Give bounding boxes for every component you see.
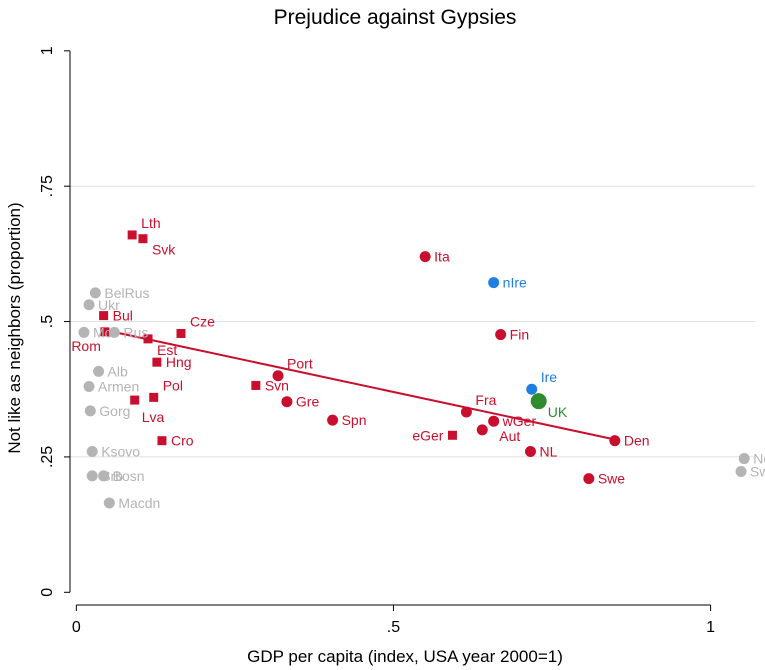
point-spn (327, 414, 339, 426)
label-cze: Cze (190, 313, 215, 329)
y-axis-label: Not like as neighbors (proportion) (5, 202, 24, 453)
point-ksovo (86, 446, 98, 458)
point-eger (447, 430, 457, 440)
point-armen (83, 381, 95, 393)
label-nl: NL (539, 444, 557, 460)
x-tick-label: 1 (706, 619, 715, 636)
label-fin: Fin (510, 327, 529, 343)
x-axis-label: GDP per capita (index, USA year 2000=1) (247, 647, 563, 666)
point-svn (251, 380, 261, 390)
label-nire: nIre (503, 275, 527, 291)
label-svn: Svn (265, 377, 289, 393)
label-cro: Cro (171, 433, 194, 449)
point-aut (476, 424, 488, 436)
label-ksovo: Ksovo (101, 444, 140, 460)
label-nor: Nor (753, 451, 765, 467)
label-hng: Hng (166, 354, 192, 370)
point-ukr (83, 299, 95, 311)
label-gorg: Gorg (99, 403, 130, 419)
label-armen: Armen (98, 379, 139, 395)
label-est: Est (157, 342, 177, 358)
point-macdn (103, 497, 115, 509)
point-wger (488, 415, 500, 427)
point-est (143, 334, 153, 344)
point-ita (419, 251, 431, 263)
label-port: Port (287, 356, 313, 372)
label-rom: Rom (71, 338, 101, 354)
point-pol (149, 392, 159, 402)
gridlines (70, 185, 755, 458)
y-tick-label: .5 (39, 315, 56, 328)
point-fin (495, 329, 507, 341)
point-nor (738, 453, 750, 465)
point-mol (78, 326, 90, 338)
label-lva: Lva (142, 409, 165, 425)
label-rus: Rus (123, 324, 148, 340)
point-uk (530, 393, 547, 410)
label-bosn: Bosn (113, 468, 145, 484)
point-srb (86, 470, 98, 482)
label-svk: Svk (152, 242, 176, 258)
label-aut: Aut (499, 428, 520, 444)
point-bul (99, 311, 109, 321)
point-hng (152, 357, 162, 367)
point-cro (157, 436, 167, 446)
label-pol: Pol (163, 377, 183, 393)
x-tick-label: .5 (387, 619, 400, 636)
point-rom (100, 327, 110, 337)
point-den (609, 435, 621, 447)
point-gorg (84, 405, 96, 417)
label-wger: wGer (502, 413, 537, 429)
label-bul: Bul (113, 308, 133, 324)
label-swz: Swz (750, 464, 765, 480)
label-srb: Srb (101, 468, 123, 484)
y-tick-label: .75 (39, 175, 56, 197)
y-tick-label: .25 (39, 446, 56, 468)
axes: 0 .25 .5 .75 1 0 .5 1 (39, 46, 715, 636)
point-bosn (98, 470, 110, 482)
point-fra (460, 406, 472, 418)
point-gre (281, 396, 293, 408)
x-tick-label: 0 (72, 619, 81, 636)
label-ukr: Ukr (98, 297, 120, 313)
y-tick-label: 0 (39, 588, 56, 597)
point-lva (130, 395, 140, 405)
point-belrus (89, 287, 101, 299)
point-ire (526, 383, 538, 395)
point-cze (176, 328, 186, 338)
label-gre: Gre (296, 394, 320, 410)
point-swe (583, 473, 595, 485)
fit-line (107, 329, 616, 441)
data-points (78, 230, 750, 509)
point-rus (108, 326, 120, 338)
point-lth (127, 230, 137, 240)
label-ita: Ita (434, 249, 450, 265)
label-alb: Alb (108, 363, 128, 379)
label-swe: Swe (598, 471, 625, 487)
label-uk: UK (548, 404, 568, 420)
label-mol: Mol (93, 324, 116, 340)
label-den: Den (624, 433, 650, 449)
label-spn: Spn (342, 412, 367, 428)
point-port (272, 370, 284, 382)
point-swz (735, 466, 747, 478)
label-eger: eGer (412, 427, 443, 443)
y-tick-label: 1 (39, 46, 56, 55)
label-ire: Ire (541, 369, 558, 385)
label-lth: Lth (141, 215, 160, 231)
fit-line-group (107, 329, 616, 441)
label-fra: Fra (475, 392, 496, 408)
label-belrus: BelRus (104, 285, 149, 301)
point-nire (488, 277, 500, 289)
chart-title: Prejudice against Gypsies (274, 6, 517, 29)
point-svk (138, 234, 148, 244)
label-macdn: Macdn (118, 495, 160, 511)
point-alb (93, 365, 105, 377)
point-nl (524, 446, 536, 458)
